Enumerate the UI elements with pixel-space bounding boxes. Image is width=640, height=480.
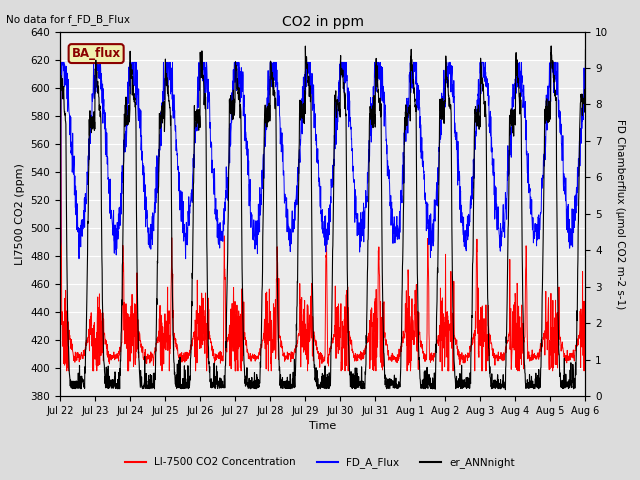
Legend: LI-7500 CO2 Concentration, FD_A_Flux, er_ANNnight: LI-7500 CO2 Concentration, FD_A_Flux, er… bbox=[121, 453, 519, 472]
Title: CO2 in ppm: CO2 in ppm bbox=[282, 15, 364, 29]
Y-axis label: LI7500 CO2 (ppm): LI7500 CO2 (ppm) bbox=[15, 163, 25, 265]
X-axis label: Time: Time bbox=[309, 421, 337, 432]
Text: No data for f_FD_B_Flux: No data for f_FD_B_Flux bbox=[6, 14, 131, 25]
Text: BA_flux: BA_flux bbox=[72, 47, 121, 60]
Y-axis label: FD Chamberflux (μmol CO2 m-2 s-1): FD Chamberflux (μmol CO2 m-2 s-1) bbox=[615, 119, 625, 309]
